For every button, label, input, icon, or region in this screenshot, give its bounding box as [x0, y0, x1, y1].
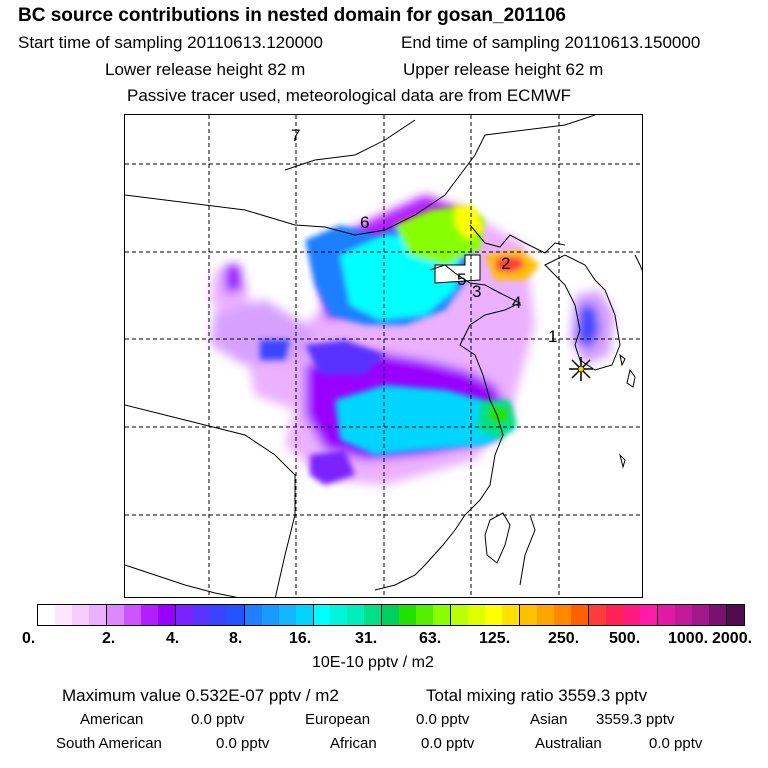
colorbar-segment: [519, 605, 538, 625]
colorbar-segment: [674, 605, 692, 625]
colorbar-segment: [364, 605, 382, 625]
upper-release-height: Upper release height 62 m: [403, 60, 604, 79]
region-name-australian: Australian: [535, 735, 602, 752]
colorbar-tick-label: 1000.: [668, 630, 709, 647]
colorbar-segment: [639, 605, 657, 625]
region-label-7: 7: [291, 126, 301, 145]
colorbar-segment: [38, 605, 55, 625]
region-name-american: American: [80, 711, 144, 728]
colorbar-segment: [656, 605, 675, 625]
colorbar-segment: [71, 605, 89, 625]
colorbar-tick-label: 2.: [102, 630, 116, 647]
colorbar: [37, 604, 745, 626]
region-name-european: European: [305, 711, 371, 728]
coastlines: [125, 115, 642, 597]
colorbar-segment: [312, 605, 331, 625]
colorbar-segment: [157, 605, 175, 625]
region-value-australian: 0.0 pptv: [649, 735, 703, 752]
colorbar-segment: [399, 605, 417, 625]
colorbar-segment: [174, 605, 193, 625]
tracer-note: Passive tracer used, meteorological data…: [127, 86, 572, 105]
region-value-south-american: 0.0 pptv: [216, 735, 270, 752]
region-name-african: African: [330, 735, 377, 752]
region-value-african: 0.0 pptv: [421, 735, 475, 752]
colorbar-tick-label: 63.: [419, 630, 442, 647]
colorbar-segment: [105, 605, 124, 625]
colorbar-segment: [226, 605, 244, 625]
colorbar-segment: [347, 605, 365, 625]
star-icon: [569, 357, 593, 381]
colorbar-segment: [140, 605, 158, 625]
colorbar-segment: [54, 605, 72, 625]
colorbar-segment: [725, 605, 744, 625]
colorbar-segment: [691, 605, 709, 625]
start-time-label: Start time of sampling 20110613.120000: [18, 33, 323, 52]
colorbar-segment: [554, 605, 572, 625]
colorbar-segment: [261, 605, 279, 625]
colorbar-unit: 10E-10 pptv / m2: [312, 654, 434, 671]
colorbar-tick-label: 0.: [22, 630, 36, 647]
region-label-2: 2: [501, 254, 511, 273]
colorbar-tick-label: 31.: [355, 630, 378, 647]
lat-lon-grid: [125, 115, 642, 597]
region-label-5: 5: [457, 270, 467, 289]
colorbar-segment: [537, 605, 555, 625]
colorbar-segment: [330, 605, 348, 625]
colorbar-segment: [571, 605, 588, 625]
colorbar-segment: [88, 605, 106, 625]
colorbar-segment: [295, 605, 313, 625]
region-value-asian: 3559.3 pptv: [596, 711, 675, 728]
region-label-6: 6: [360, 213, 370, 232]
colorbar-tick-label: 500.: [609, 630, 641, 647]
colorbar-segment: [416, 605, 434, 625]
colorbar-segment: [433, 605, 451, 625]
colorbar-segment: [605, 605, 623, 625]
colorbar-segment: [381, 605, 400, 625]
region-name-asian: Asian: [530, 711, 568, 728]
colorbar-segment: [278, 605, 296, 625]
colorbar-segment: [123, 605, 141, 625]
maximum-value: Maximum value 0.532E-07 pptv / m2: [62, 686, 339, 705]
colorbar-segment: [468, 605, 486, 625]
region-label-4: 4: [512, 293, 522, 312]
colorbar-tick-label: 8.: [229, 630, 243, 647]
colorbar-tick-label: 2000.: [712, 630, 753, 647]
region-label-1: 1: [548, 327, 558, 346]
map-canvas: [125, 115, 642, 597]
region-label-3: 3: [472, 282, 482, 301]
plot-title: BC source contributions in nested domain…: [18, 5, 566, 26]
colorbar-segment: [209, 605, 227, 625]
colorbar-tick-label: 16.: [289, 630, 312, 647]
contribution-map: 7 6 2 5 3 4 1: [124, 114, 643, 598]
region-name-south-american: South American: [56, 735, 162, 752]
colorbar-segment: [622, 605, 640, 625]
end-time-label: End time of sampling 20110613.150000: [401, 33, 701, 52]
colorbar-segment: [450, 605, 469, 625]
colorbar-segment: [708, 605, 726, 625]
colorbar-segment: [502, 605, 520, 625]
colorbar-tick-label: 250.: [548, 630, 580, 647]
colorbar-segment: [485, 605, 503, 625]
colorbar-segment: [243, 605, 262, 625]
colorbar-tick-label: 4.: [166, 630, 180, 647]
region-value-american: 0.0 pptv: [191, 711, 245, 728]
colorbar-segment: [588, 605, 606, 625]
colorbar-segment: [192, 605, 210, 625]
lower-release-height: Lower release height 82 m: [105, 60, 306, 79]
region-value-european: 0.0 pptv: [416, 711, 470, 728]
total-mixing-ratio: Total mixing ratio 3559.3 pptv: [426, 686, 648, 705]
colorbar-tick-label: 125.: [479, 630, 511, 647]
